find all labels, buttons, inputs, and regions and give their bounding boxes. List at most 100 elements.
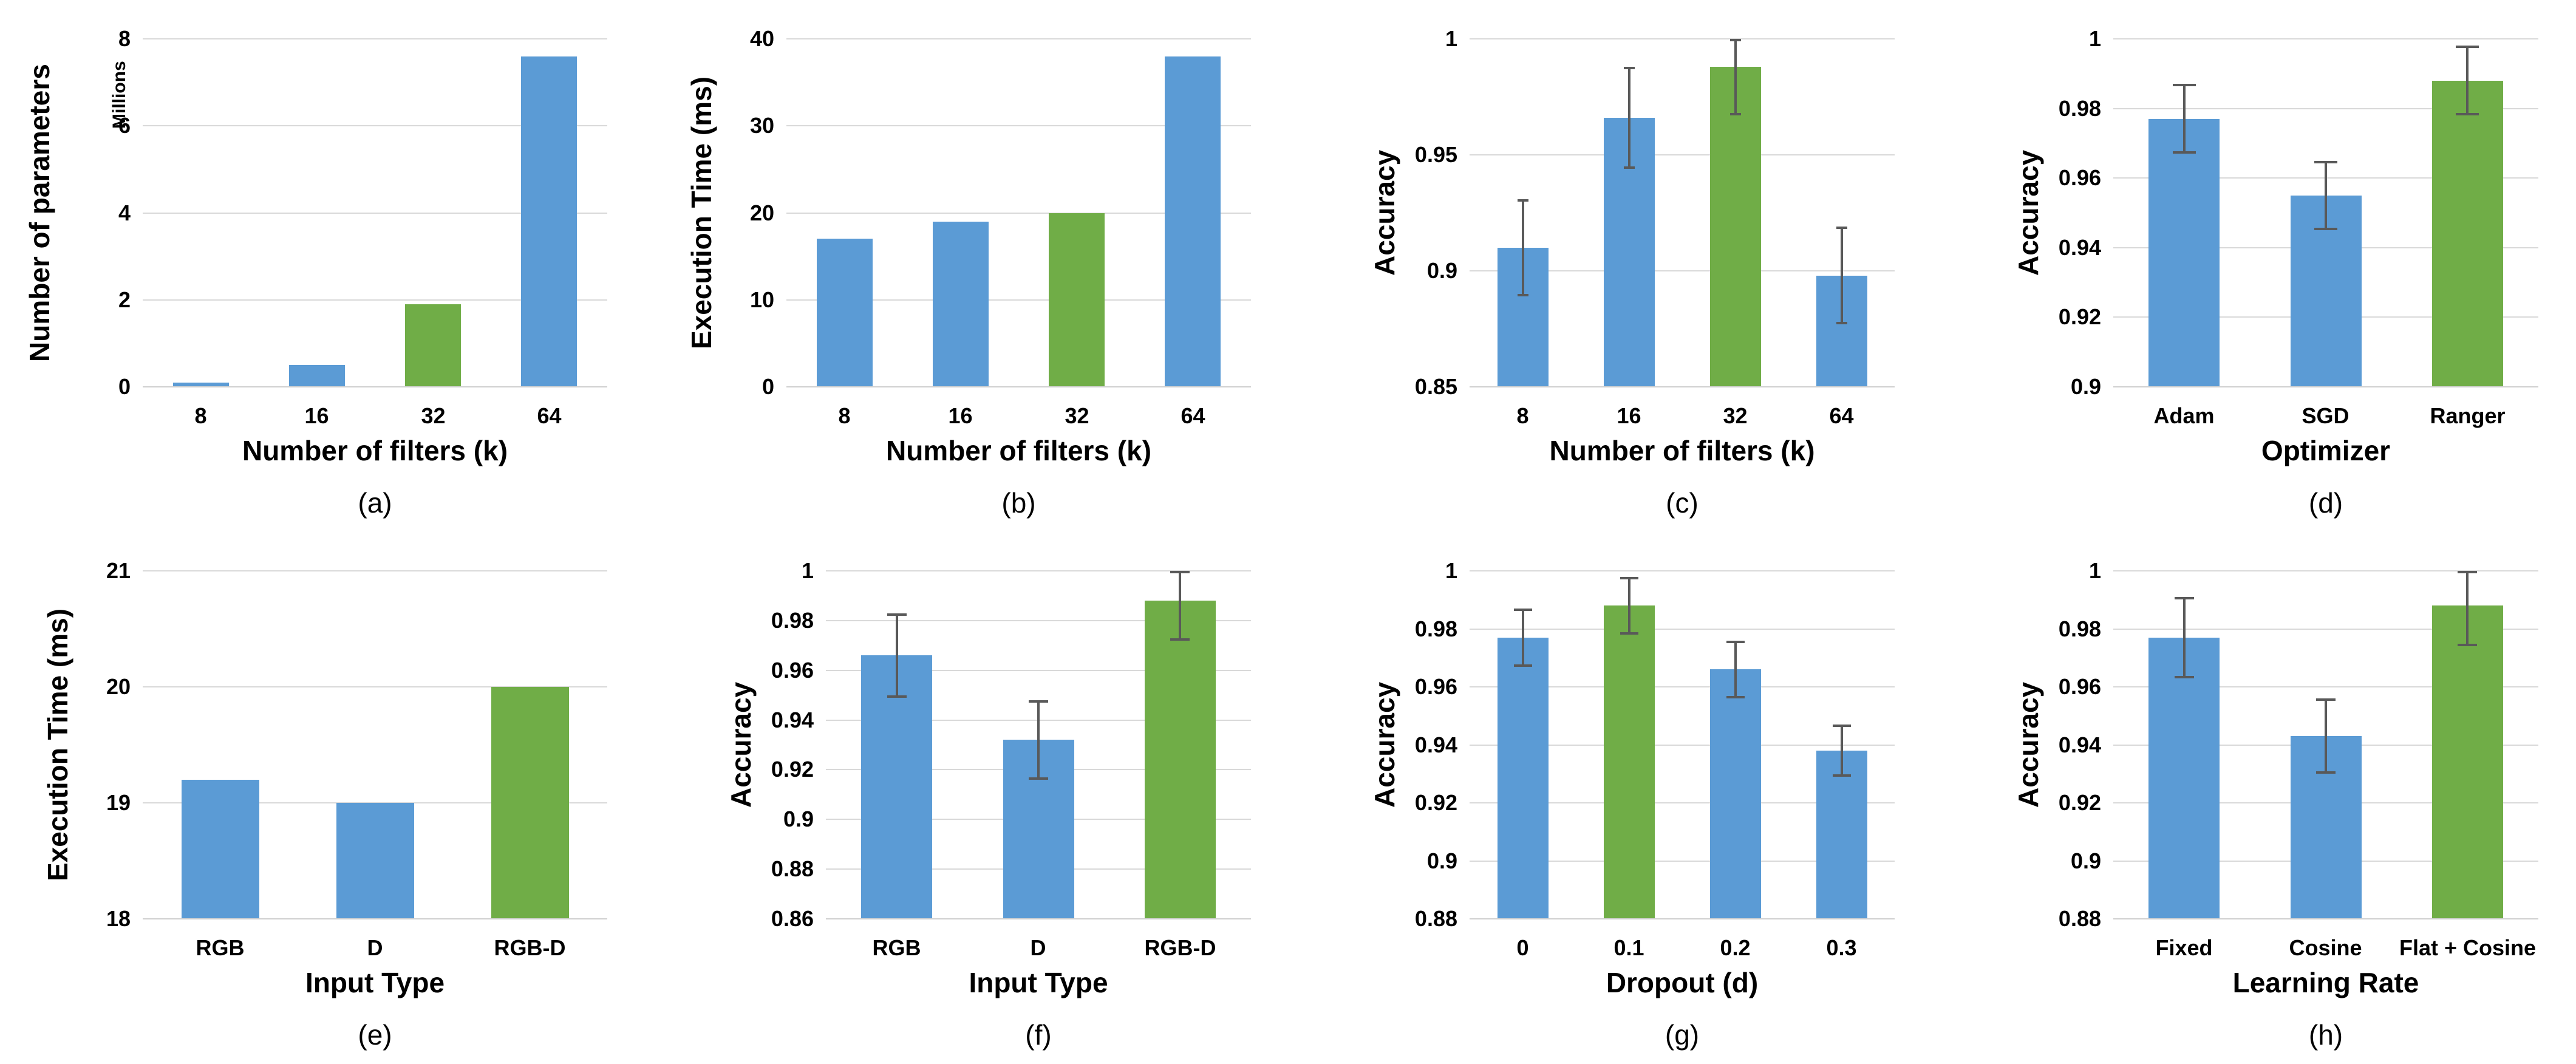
y-tick-label: 0.92 (2058, 790, 2101, 815)
y-tick-label: 0.9 (1426, 258, 1457, 283)
gridline (826, 570, 1251, 571)
error-bar-cap-top (1029, 700, 1048, 703)
y-tick-label: 19 (106, 790, 131, 815)
error-bar-cap-bottom (1518, 294, 1528, 297)
plot-area: 8 16 32 64 (1470, 0, 1895, 532)
y-tick-label: 1 (2088, 26, 2101, 51)
x-axis-title: Input Type (969, 967, 1108, 998)
x-tick-label: 16 (304, 403, 329, 428)
y-tick-label: 0.98 (2058, 95, 2101, 121)
x-axis-title: Input Type (305, 967, 445, 998)
plot-area: 8 16 32 64 (143, 0, 607, 532)
chart-b: Execution Time (ms) 0 10 20 30 40 8 16 32 64 Numbe… (644, 0, 1287, 532)
bar-d (336, 803, 414, 919)
x-axis-title: Number of filters (k) (1549, 435, 1815, 466)
gridline (1470, 802, 1895, 803)
x-tick-label: Ranger (2430, 403, 2506, 428)
error-bar-cap-top (2458, 571, 2477, 573)
subfigure-caption: (a) (358, 487, 392, 519)
bar-16 (289, 365, 345, 387)
gridline (1470, 270, 1895, 271)
y-tick-label: 0.9 (783, 807, 814, 832)
x-tick-label: 32 (421, 403, 446, 428)
plot-area: 0 0.1 0.2 0.3 (1470, 532, 1895, 1064)
error-bar-cap-top (2175, 596, 2194, 599)
gridline (786, 299, 1251, 301)
gridline (2113, 107, 2538, 109)
bar-adam (2148, 118, 2220, 387)
y-tick-label: 0.88 (771, 856, 814, 882)
x-axis-line (143, 918, 607, 919)
y-tick-label: 0 (762, 374, 774, 399)
error-bar-cap-top (1833, 725, 1851, 728)
bar-64 (521, 56, 577, 387)
subfigure-caption: (c) (1666, 487, 1699, 519)
y-tick-label: 0.96 (771, 657, 814, 683)
x-tick-label: Fixed (2155, 935, 2213, 960)
bar-rgb (861, 655, 932, 919)
error-bar-line (1037, 700, 1040, 780)
gridline (143, 38, 607, 39)
error-bar-cap-bottom (2173, 151, 2196, 154)
gridline (826, 669, 1251, 671)
plot-area: RGB D RGB-D (826, 532, 1251, 1064)
y-tick-label: 0.96 (1414, 674, 1457, 699)
y-tick-label: 0.98 (771, 607, 814, 633)
plot-area: RGB D RGB-D (143, 532, 607, 1064)
error-bar-line (1734, 39, 1737, 116)
x-axis-title: Learning Rate (2232, 967, 2419, 998)
x-tick-label: RGB (196, 935, 245, 960)
y-tick-label: 1 (801, 558, 814, 583)
gridline (143, 686, 607, 687)
x-axis-line (143, 386, 607, 387)
x-tick-label: 64 (1181, 403, 1205, 428)
plot-area: Adam SGD Ranger (2113, 0, 2538, 532)
bar-0 (1498, 637, 1549, 919)
gridline (143, 299, 607, 301)
y-tick-label: 18 (106, 906, 131, 931)
y-axis-title: Accuracy (1369, 149, 1400, 276)
gridline (2113, 570, 2538, 571)
x-axis-line (1470, 386, 1895, 387)
error-bar-cap-bottom (1620, 632, 1638, 635)
gridline (1470, 744, 1895, 746)
y-tick-label: 40 (749, 26, 774, 51)
x-tick-label: D (1030, 935, 1046, 960)
bar-0-2 (1710, 669, 1761, 919)
chart-a: Number of parameters Millions 0 2 4 6 8 8 16 32 64… (0, 0, 644, 532)
bar-64 (1165, 56, 1221, 387)
y-tick-label: 0.96 (2058, 165, 2101, 191)
chart-e: Execution Time (ms) 18 19 20 21 RGB D RGB-D Inpu… (0, 532, 644, 1064)
error-bar-cap-top (1726, 640, 1745, 643)
subfigure-caption: (g) (1665, 1019, 1700, 1051)
error-bar-line (2183, 596, 2186, 678)
bar-0-3 (1816, 751, 1867, 919)
y-tick-label: 1 (1445, 558, 1457, 583)
gridline (1470, 570, 1895, 571)
gridline (143, 212, 607, 214)
gridline (786, 125, 1251, 127)
error-bar-cap-top (1620, 576, 1638, 579)
y-tick-label: 0.9 (1426, 848, 1457, 873)
gridline (2113, 686, 2538, 687)
x-tick-label: RGB (872, 935, 921, 960)
chart-f: Accuracy 0.86 0.88 0.9 0.92 0.94 0.96 0.98 1 RGB D… (644, 532, 1287, 1064)
gridline (2113, 38, 2538, 39)
x-axis-title: Number of filters (k) (885, 435, 1152, 466)
y-tick-label: 0.9 (2070, 848, 2101, 873)
error-bar-cap-top (2173, 84, 2196, 87)
x-tick-label: 16 (1617, 403, 1641, 428)
y-tick-label: 30 (749, 113, 774, 138)
x-tick-label: RGB-D (1144, 935, 1216, 960)
y-tick-label: 0.94 (771, 707, 814, 732)
x-tick-label: D (367, 935, 383, 960)
subfigure-caption: (b) (1001, 487, 1036, 519)
error-bar-cap-bottom (887, 695, 907, 698)
y-tick-label: 0.92 (1414, 790, 1457, 815)
error-bar-line (1628, 576, 1630, 635)
x-tick-label: 0.2 (1720, 935, 1751, 960)
bar-rgb (182, 779, 259, 919)
x-tick-label: 8 (194, 403, 207, 428)
y-tick-label: 20 (106, 674, 131, 699)
x-tick-label: 16 (948, 403, 973, 428)
